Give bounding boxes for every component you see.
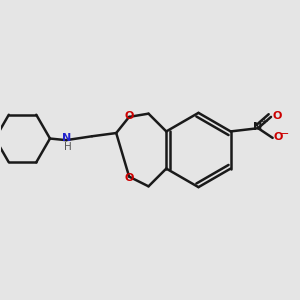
Text: O: O <box>274 132 283 142</box>
Text: O: O <box>124 172 134 183</box>
Text: H: H <box>64 142 72 152</box>
Text: O: O <box>124 111 134 121</box>
Text: +: + <box>260 117 267 126</box>
Text: O: O <box>272 111 281 121</box>
Text: N: N <box>61 133 71 142</box>
Text: −: − <box>280 129 289 139</box>
Text: N: N <box>254 122 263 132</box>
